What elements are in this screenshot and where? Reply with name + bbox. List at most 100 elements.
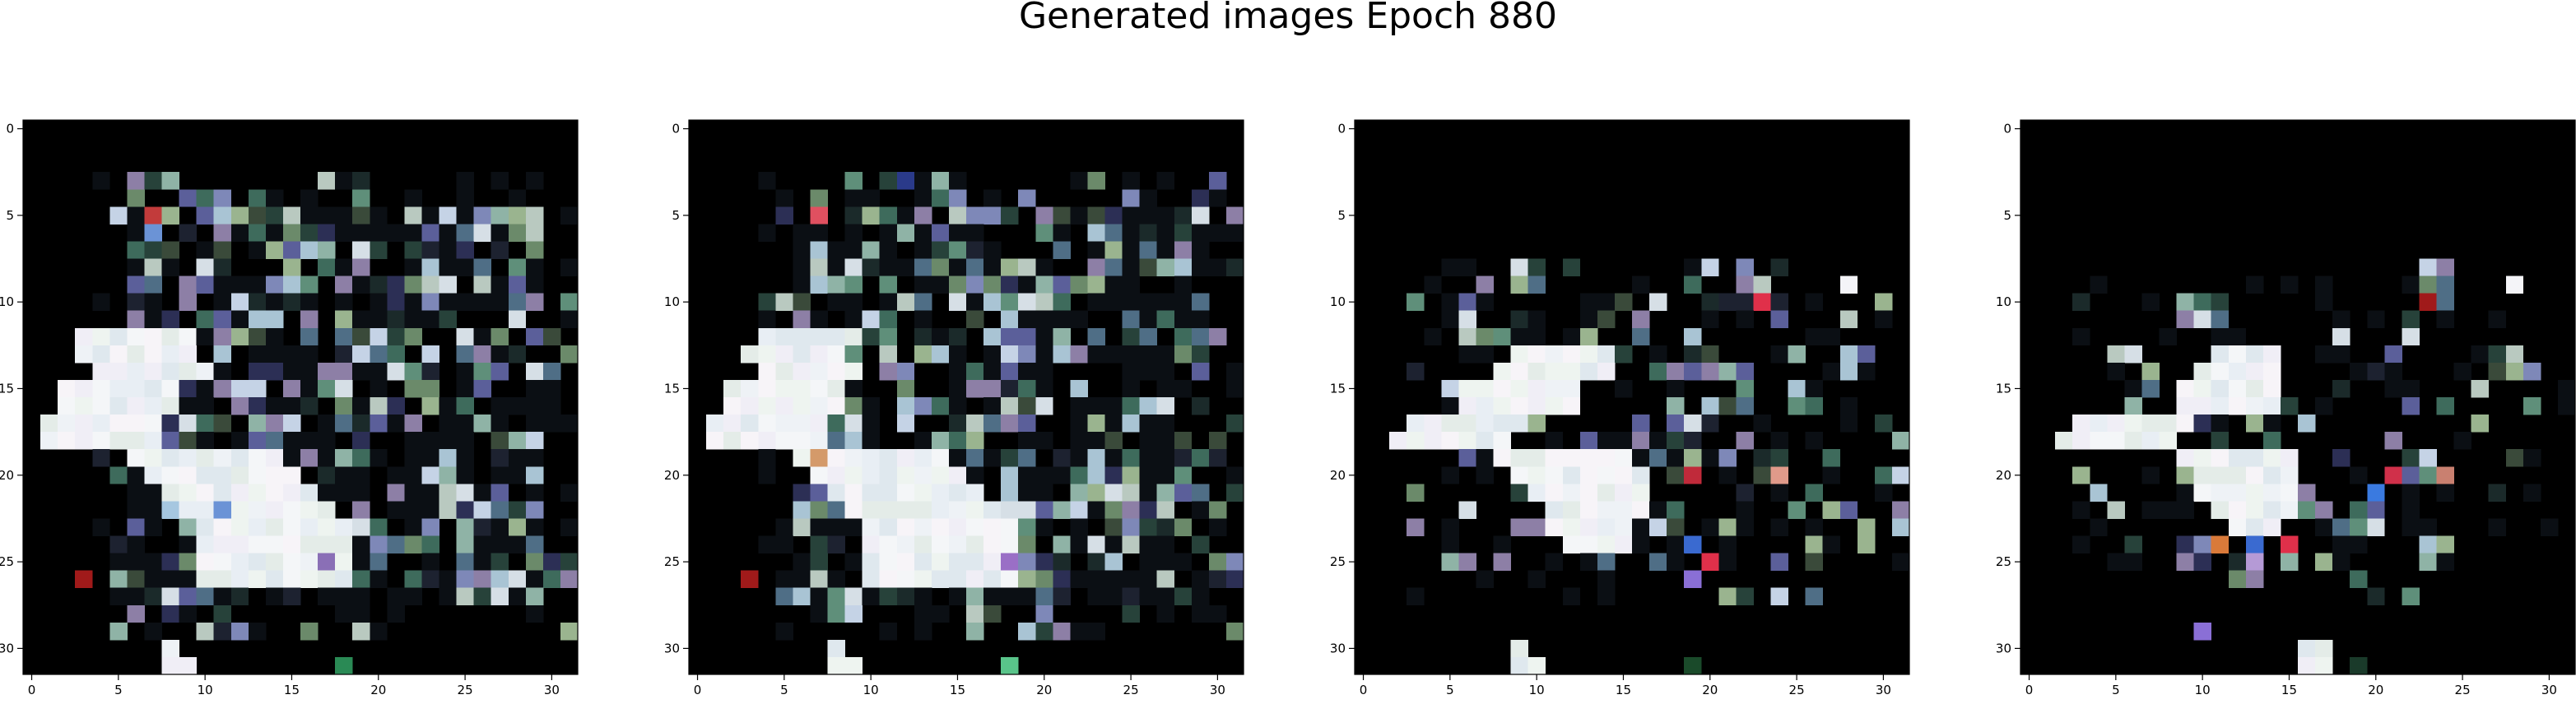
pixel xyxy=(1458,379,1476,398)
pixel xyxy=(2141,415,2160,433)
pixel xyxy=(1087,501,1105,519)
pixel xyxy=(793,224,811,242)
pixel xyxy=(387,327,405,346)
x-tick-label: 0 xyxy=(2025,683,2034,697)
pixel xyxy=(2124,535,2142,553)
pixel xyxy=(179,379,198,398)
pixel xyxy=(931,604,950,623)
pixel xyxy=(508,224,527,242)
pixel xyxy=(1718,466,1737,484)
pixel xyxy=(196,241,215,259)
pixel xyxy=(1225,362,1244,381)
pixel xyxy=(793,397,811,415)
pixel xyxy=(318,466,336,484)
pixel xyxy=(1208,224,1227,242)
pixel xyxy=(92,345,110,364)
pixel xyxy=(2159,415,2177,433)
pixel xyxy=(1458,415,1476,433)
pixel xyxy=(2090,518,2108,536)
pixel xyxy=(1122,604,1141,623)
pixel xyxy=(2228,518,2247,536)
pixel xyxy=(352,258,370,276)
pixel xyxy=(1001,362,1019,381)
pixel xyxy=(2176,501,2195,519)
pixel xyxy=(983,293,1002,312)
pixel xyxy=(2107,553,2125,572)
pixel xyxy=(282,241,301,259)
pixel xyxy=(335,466,353,484)
y-tick-label: 25 xyxy=(664,554,680,569)
pixel xyxy=(1191,189,1210,207)
pixel xyxy=(1701,415,1719,433)
pixel xyxy=(1667,518,1685,536)
pixel xyxy=(1139,553,1158,572)
pixel xyxy=(1527,258,1546,276)
pixel xyxy=(387,293,405,312)
pixel xyxy=(2176,415,2195,433)
pixel xyxy=(2211,466,2230,484)
pixel xyxy=(1527,345,1546,364)
pixel xyxy=(1736,432,1754,450)
pixel xyxy=(179,535,198,553)
pixel xyxy=(2090,415,2108,433)
pixel xyxy=(1139,224,1158,242)
pixel xyxy=(896,570,915,589)
pixel xyxy=(456,379,475,398)
pixel xyxy=(491,397,509,415)
pixel xyxy=(213,622,232,641)
pixel xyxy=(1001,415,1019,433)
pixel xyxy=(230,553,249,572)
pixel xyxy=(1087,241,1105,259)
pixel xyxy=(2141,432,2160,450)
pixel xyxy=(1667,535,1685,553)
pixel xyxy=(810,518,828,536)
pixel xyxy=(1122,397,1141,415)
pixel xyxy=(144,362,162,381)
pixel xyxy=(1684,415,1702,433)
pixel xyxy=(2332,535,2350,553)
pixel xyxy=(2262,518,2281,536)
pixel xyxy=(370,397,388,415)
pixel xyxy=(127,397,145,415)
pixel xyxy=(1087,415,1105,433)
pixel xyxy=(1441,310,1459,329)
pixel xyxy=(127,276,145,294)
pixel xyxy=(2298,656,2316,674)
pixel xyxy=(282,587,301,606)
pixel xyxy=(1070,345,1088,364)
pixel xyxy=(161,432,179,450)
pixel xyxy=(948,518,967,536)
x-tick-label: 25 xyxy=(2455,683,2471,697)
pixel xyxy=(179,501,198,519)
pixel xyxy=(2262,345,2281,364)
pixel xyxy=(282,484,301,502)
pixel xyxy=(844,397,863,415)
pixel xyxy=(862,432,881,450)
pixel xyxy=(2211,397,2230,415)
pixel xyxy=(1156,415,1175,433)
pixel xyxy=(127,587,145,606)
pixel xyxy=(1104,553,1123,572)
pixel xyxy=(896,362,915,381)
pixel xyxy=(1104,570,1123,589)
pixel xyxy=(2505,276,2524,294)
pixel xyxy=(1476,570,1494,589)
pixel xyxy=(1770,432,1788,450)
pixel xyxy=(1225,415,1244,433)
pixel xyxy=(1139,293,1158,312)
pixel xyxy=(1035,466,1053,484)
pixel xyxy=(560,293,578,312)
pixel xyxy=(2384,345,2402,364)
pixel xyxy=(1805,535,1824,553)
pixel xyxy=(2557,397,2575,415)
pixel xyxy=(931,276,950,294)
pixel xyxy=(2072,466,2090,484)
pixel xyxy=(966,224,984,242)
pixel xyxy=(1035,310,1053,329)
pixel xyxy=(1527,327,1546,346)
pixel xyxy=(1122,224,1141,242)
pixel xyxy=(1736,258,1754,276)
pixel xyxy=(1632,518,1650,536)
pixel xyxy=(230,570,249,589)
pixel xyxy=(508,310,527,329)
